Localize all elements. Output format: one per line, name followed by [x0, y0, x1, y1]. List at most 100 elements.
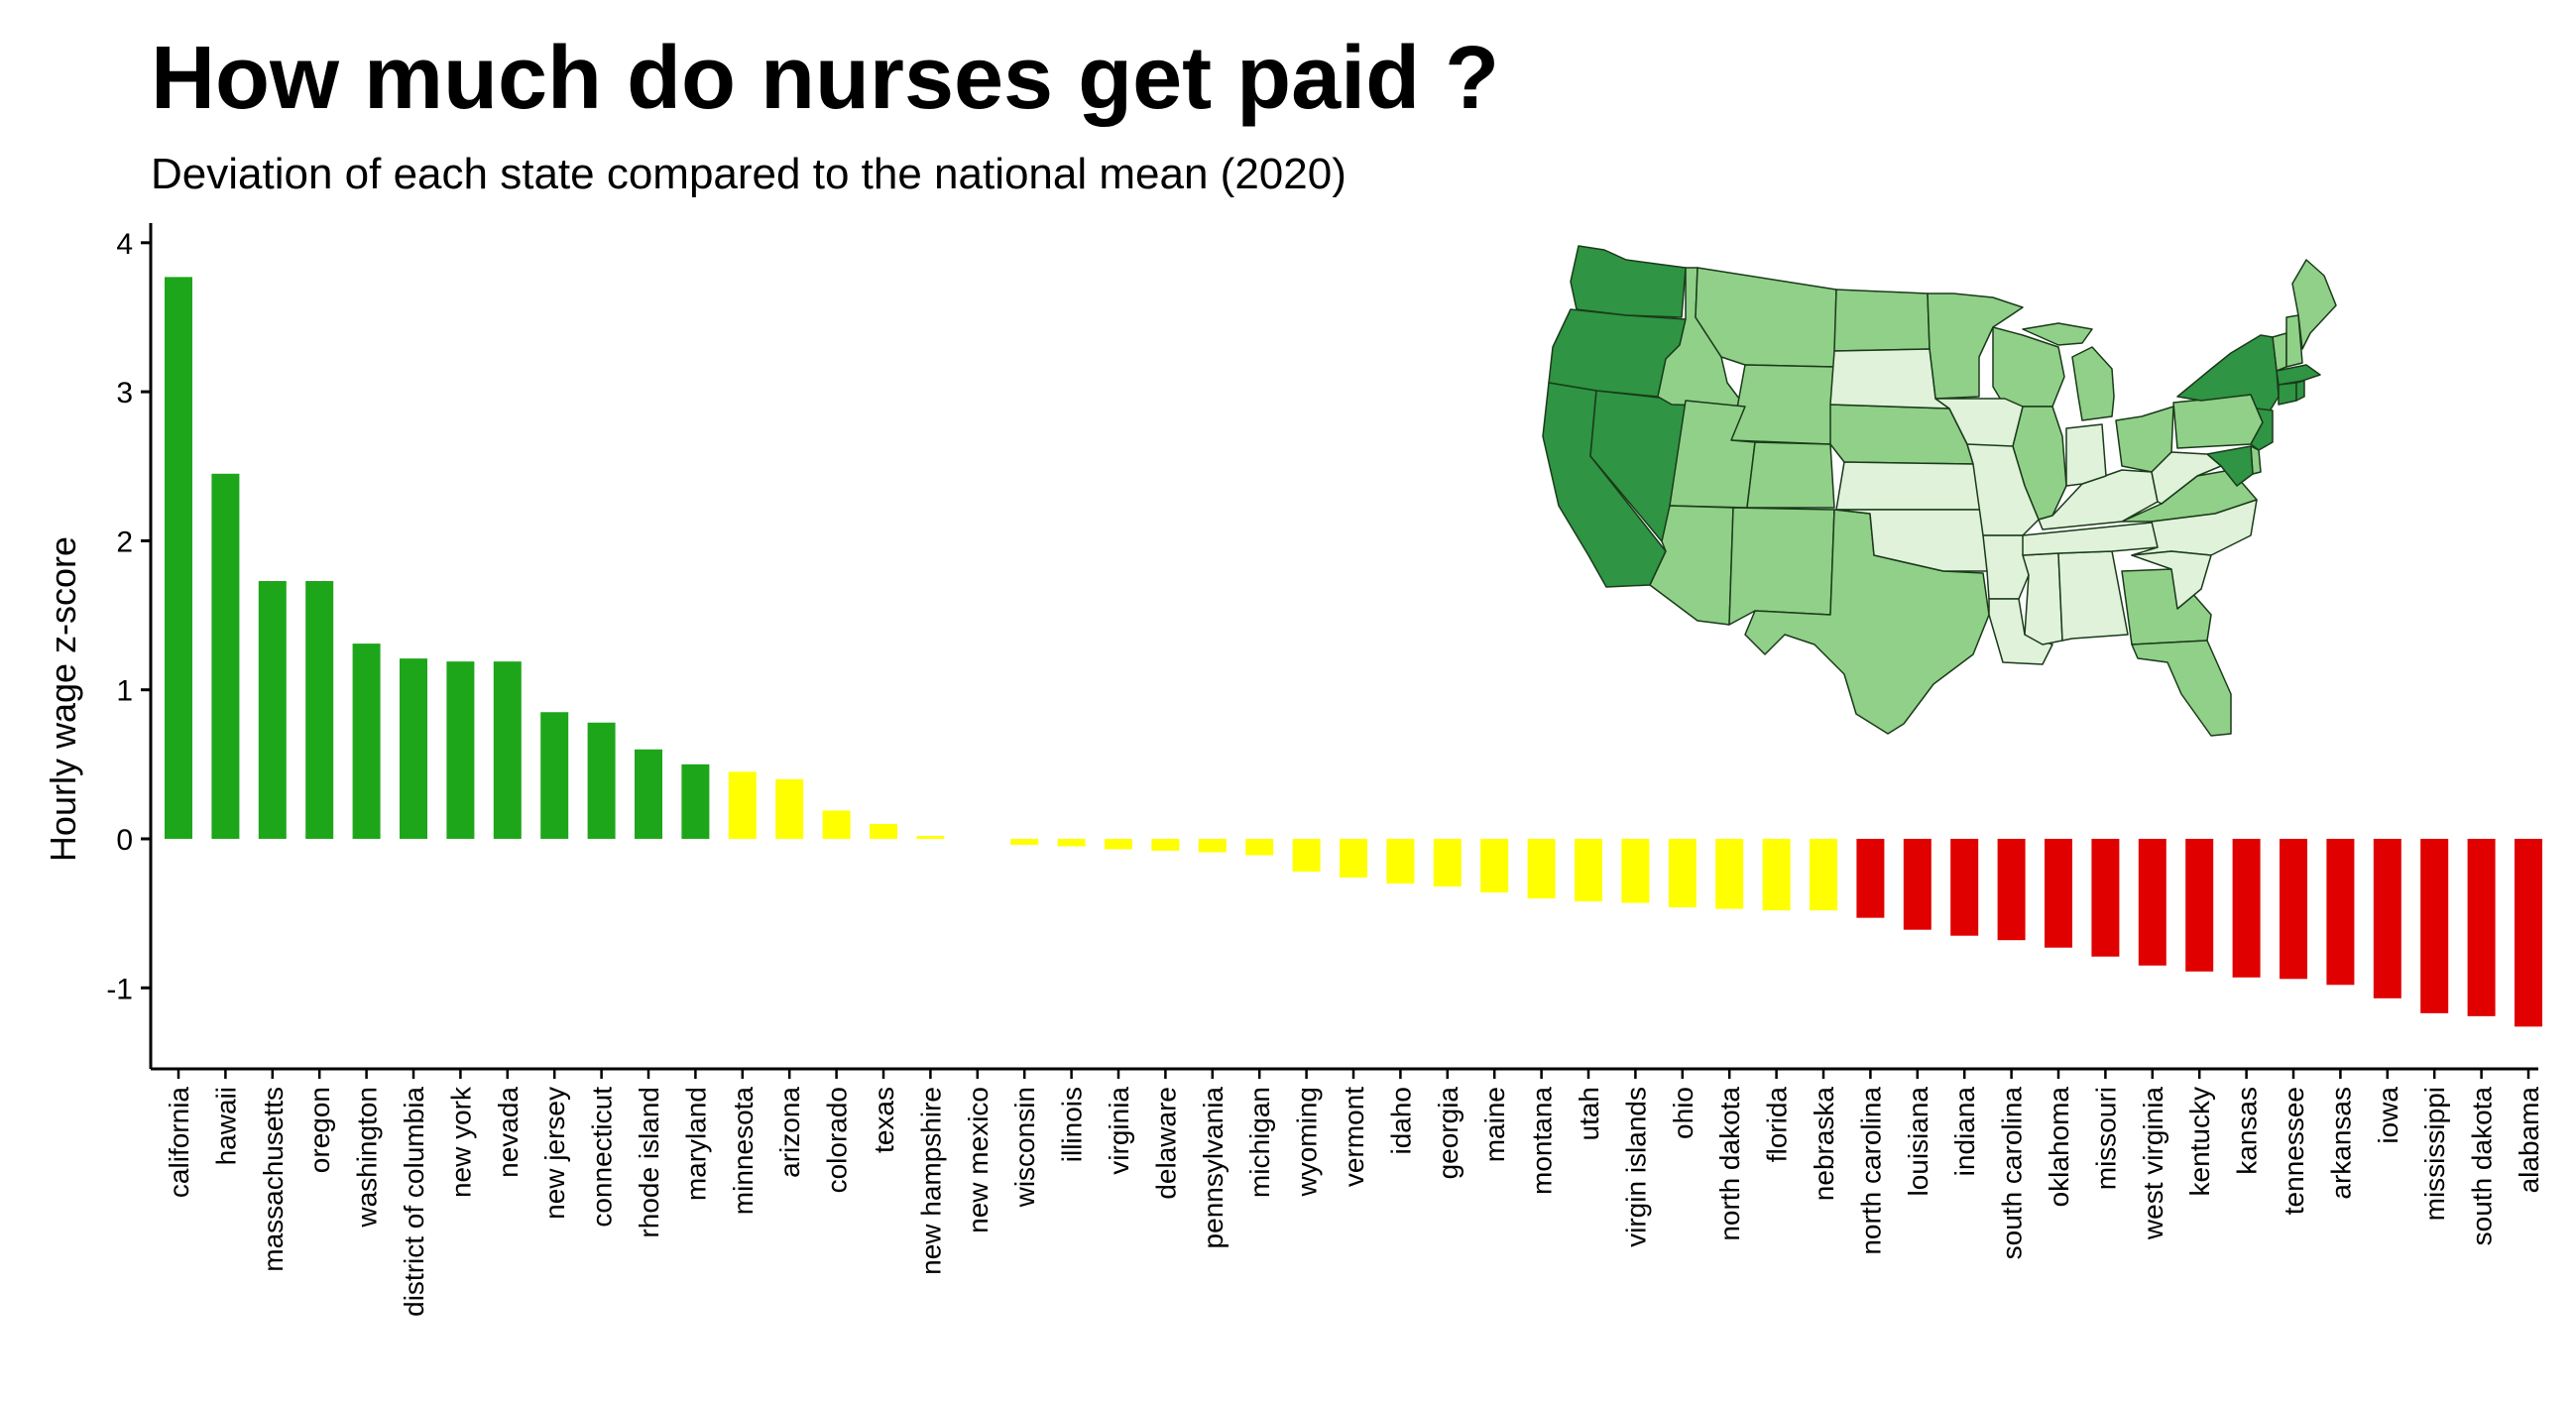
map-missouri	[1966, 443, 2040, 536]
map-west-virginia	[2151, 451, 2222, 505]
bar-montana	[1527, 839, 1556, 899]
bar-oklahoma	[2045, 839, 2072, 948]
map-new-hampshire	[2285, 314, 2303, 368]
map-washington	[1570, 245, 1687, 318]
y-tick-label: -1	[106, 973, 133, 1005]
map-south-carolina	[2131, 550, 2212, 610]
x-tick-label: wisconsin	[1009, 1087, 1040, 1208]
bar-wisconsin	[1010, 839, 1039, 846]
bar-district-of-columbia	[400, 658, 427, 839]
bar-virginia	[1105, 839, 1132, 850]
map-north-dakota	[1833, 289, 1931, 352]
x-tick-label: arizona	[774, 1087, 805, 1178]
map-louisiana	[1988, 598, 2053, 665]
map-new-jersey	[2250, 408, 2274, 451]
map-arkansas	[1982, 534, 2030, 600]
x-tick-label: hawaii	[210, 1087, 241, 1165]
map-pennsylvania	[2172, 394, 2264, 449]
x-tick-label: idaho	[1385, 1087, 1416, 1155]
bar-kentucky	[2185, 839, 2214, 972]
chart-subtitle: Deviation of each state compared to the …	[151, 150, 1347, 198]
map-mississippi	[2022, 552, 2063, 645]
x-tick-label: oklahoma	[2044, 1087, 2074, 1208]
x-tick-label: massachusetts	[258, 1087, 289, 1272]
map-rhode-island	[2295, 380, 2305, 402]
x-tick-label: new york	[445, 1086, 476, 1198]
x-tick-label: maryland	[680, 1087, 711, 1201]
map-colorado	[1746, 441, 1835, 509]
map-michigan-up	[2022, 322, 2093, 346]
x-tick-label: north dakota	[1714, 1087, 1745, 1241]
bar-utah	[1575, 839, 1602, 902]
map-indiana	[2065, 423, 2107, 487]
x-tick-label: arkansas	[2325, 1087, 2356, 1200]
x-tick-label: florida	[1762, 1087, 1793, 1163]
x-tick-label: indiana	[1949, 1087, 1980, 1177]
bar-maine	[1480, 839, 1509, 893]
x-tick-label: kentucky	[2184, 1087, 2215, 1197]
x-tick-label: connecticut	[587, 1087, 618, 1228]
x-tick-label: iowa	[2373, 1087, 2403, 1144]
y-axis-label: Hourly wage z-score	[43, 536, 83, 862]
x-tick-label: nebraska	[1809, 1087, 1839, 1202]
bar-nebraska	[1810, 839, 1837, 911]
map-georgia	[2121, 568, 2212, 645]
bar-indiana	[1950, 839, 1979, 936]
x-tick-label: delaware	[1150, 1087, 1181, 1200]
bar-michigan	[1245, 839, 1274, 856]
x-tick-label: south carolina	[1997, 1087, 2028, 1260]
bar-massachusetts	[258, 580, 287, 839]
axes: -1 0 1 2 3 4	[106, 223, 2538, 1071]
x-tick-label: nevada	[493, 1087, 524, 1178]
map-massachusetts	[2276, 364, 2321, 386]
bar-vermont	[1340, 839, 1367, 878]
x-tick-label: rhode island	[634, 1087, 664, 1238]
bar-oregon	[305, 580, 334, 839]
map-alabama	[2057, 550, 2129, 642]
x-tick-label: vermont	[1339, 1087, 1369, 1187]
x-tick-label: virgin islands	[1620, 1087, 1651, 1247]
x-tick-label: alabama	[2514, 1087, 2544, 1194]
x-tick-label: north carolina	[1855, 1087, 1886, 1255]
bar-virgin-islands	[1621, 839, 1650, 903]
bar-alabama	[2515, 839, 2542, 1027]
x-tick-label: virginia	[1104, 1087, 1134, 1175]
x-tick-label: louisiana	[1903, 1087, 1933, 1197]
bar-illinois	[1057, 839, 1086, 847]
bar-tennessee	[2280, 839, 2307, 980]
bar-maryland	[681, 763, 710, 839]
x-tick-label: montana	[1527, 1087, 1558, 1195]
bar-west-virginia	[2138, 839, 2166, 966]
y-tick-label: 0	[116, 824, 133, 857]
map-kansas	[1835, 461, 1984, 511]
y-tick-label: 4	[116, 228, 133, 261]
bar-louisiana	[1903, 839, 1932, 930]
x-tick-label: kansas	[2232, 1087, 2263, 1175]
bar-idaho	[1386, 839, 1415, 884]
bar-mississippi	[2420, 839, 2449, 1013]
bar-missouri	[2091, 839, 2120, 957]
x-tick-label: new mexico	[963, 1087, 994, 1233]
x-tick-label: south dakota	[2467, 1087, 2498, 1246]
bar-pennsylvania	[1198, 839, 1227, 853]
map-maine	[2291, 259, 2337, 350]
bar-rhode-island	[635, 749, 662, 839]
x-tick-labels: california hawaii massachusetts oregon washi…	[164, 1069, 2544, 1317]
bar-arkansas	[2326, 839, 2355, 986]
bar-colorado	[822, 810, 851, 839]
bar-minnesota	[728, 771, 757, 839]
x-tick-label: california	[164, 1087, 194, 1198]
x-tick-label: oregon	[304, 1087, 335, 1173]
x-tick-label: new jersey	[539, 1087, 570, 1220]
bar-washington	[352, 644, 381, 839]
x-tick-label: pennsylvania	[1198, 1087, 1229, 1249]
bar-nevada	[493, 661, 522, 839]
map-wyoming	[1730, 364, 1835, 445]
x-tick-label: utah	[1574, 1087, 1604, 1141]
bar-new-hampshire	[916, 835, 945, 839]
x-tick-label: maine	[1479, 1087, 1510, 1162]
map-connecticut	[2278, 382, 2297, 406]
bar-florida	[1762, 839, 1791, 911]
y-tick-label: 1	[116, 675, 133, 708]
